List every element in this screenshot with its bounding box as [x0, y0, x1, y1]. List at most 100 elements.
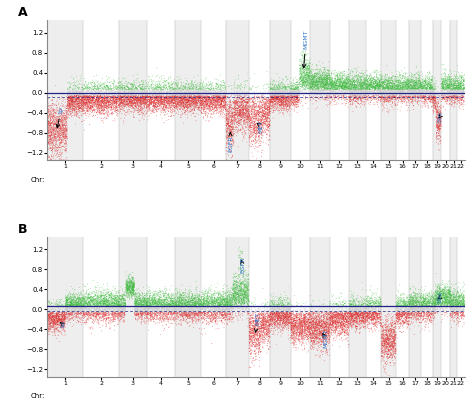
Point [46, 312, 53, 318]
Point [163, 299, 171, 305]
Point [422, 85, 430, 92]
Point [401, 87, 408, 94]
Point [301, 314, 309, 320]
Point [273, 96, 281, 102]
Point [300, 55, 307, 62]
Point [133, 313, 141, 319]
Point [173, 95, 181, 101]
Point [262, 114, 270, 121]
Point [182, 300, 189, 306]
Point [371, 302, 378, 308]
Point [380, 75, 388, 81]
Point [410, 306, 418, 312]
Point [146, 309, 154, 315]
Point [278, 83, 286, 89]
Point [85, 95, 93, 102]
Point [79, 93, 87, 99]
Point [352, 87, 360, 94]
Point [228, 296, 236, 302]
Point [208, 85, 215, 92]
Point [200, 88, 208, 94]
Point [201, 90, 209, 96]
Point [399, 317, 407, 323]
Point [185, 85, 193, 92]
Point [53, 124, 60, 130]
Point [422, 305, 430, 311]
Point [386, 88, 393, 94]
Point [255, 121, 262, 128]
Point [359, 79, 366, 85]
Point [404, 318, 412, 325]
Point [352, 313, 360, 319]
Point [48, 130, 55, 136]
Point [167, 99, 175, 105]
Point [223, 106, 230, 112]
Point [180, 90, 188, 97]
Point [185, 305, 193, 312]
Point [319, 335, 327, 341]
Point [100, 302, 108, 308]
Point [190, 303, 198, 309]
Point [357, 307, 365, 313]
Point [448, 90, 456, 97]
Point [210, 300, 218, 307]
Point [146, 98, 154, 104]
Point [121, 91, 129, 97]
Point [213, 320, 220, 326]
Point [105, 304, 112, 311]
Point [455, 305, 463, 311]
Point [211, 92, 219, 98]
Point [405, 80, 413, 86]
Point [274, 310, 282, 317]
Point [82, 102, 90, 109]
Point [345, 83, 353, 89]
Point [96, 85, 104, 92]
Point [282, 307, 289, 314]
Point [251, 337, 258, 343]
Point [435, 111, 443, 118]
Point [283, 90, 291, 97]
Point [250, 101, 258, 107]
Point [392, 92, 400, 98]
Point [364, 315, 371, 321]
Point [421, 298, 428, 304]
Point [322, 77, 330, 84]
Point [356, 80, 364, 86]
Point [218, 87, 225, 94]
Point [286, 90, 293, 96]
Point [310, 310, 317, 316]
Point [219, 298, 226, 304]
Point [45, 311, 52, 318]
Point [64, 107, 72, 114]
Point [297, 78, 304, 84]
Point [350, 97, 357, 103]
Point [344, 96, 351, 103]
Point [209, 86, 217, 92]
Point [363, 317, 371, 324]
Point [443, 294, 451, 301]
Point [392, 317, 400, 324]
Point [359, 87, 367, 94]
Point [137, 96, 144, 102]
Point [141, 97, 149, 104]
Point [126, 296, 133, 303]
Point [213, 107, 221, 113]
Point [105, 84, 112, 91]
Point [304, 66, 311, 72]
Point [449, 86, 457, 93]
Point [164, 316, 172, 322]
Point [350, 303, 358, 310]
Point [309, 86, 317, 92]
Point [64, 102, 71, 109]
Point [456, 95, 463, 101]
Point [136, 96, 144, 103]
Point [380, 369, 388, 375]
Point [175, 301, 183, 308]
Point [58, 130, 66, 136]
Point [198, 98, 205, 104]
Point [115, 100, 123, 107]
Point [440, 296, 448, 303]
Point [437, 293, 444, 300]
Point [167, 301, 175, 308]
Point [80, 308, 87, 315]
